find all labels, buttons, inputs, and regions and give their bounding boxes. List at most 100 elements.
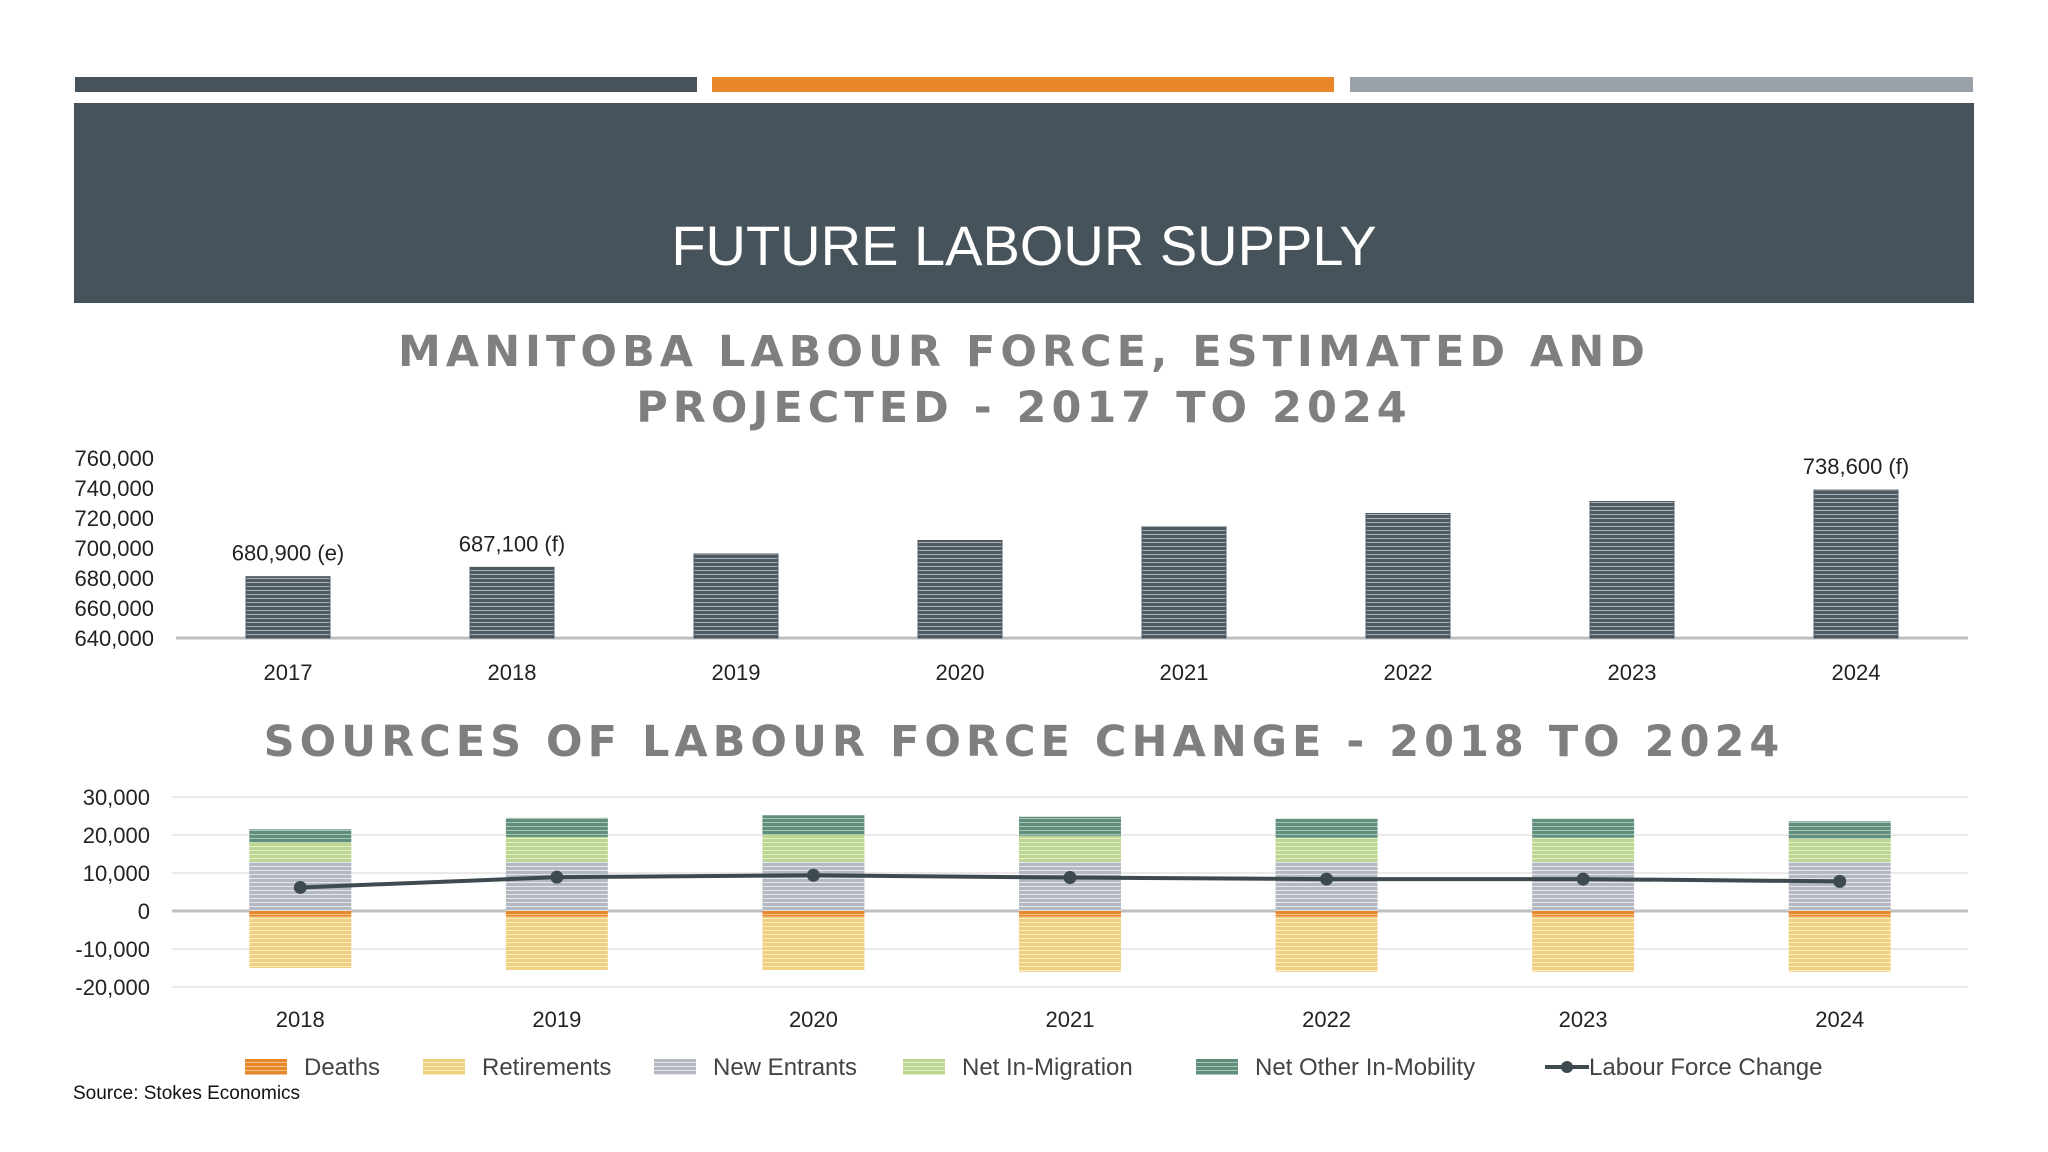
y-tick-label: 660,000: [74, 596, 154, 621]
stack-segment: [249, 829, 352, 843]
stack-segment: [249, 842, 352, 862]
x-tick-label: 2019: [712, 660, 761, 685]
stack-segment: [762, 916, 865, 970]
stack-segment: [505, 916, 608, 970]
x-tick-label: 2019: [532, 1007, 581, 1032]
legend-label: Net Other In-Mobility: [1255, 1054, 1475, 1081]
legend-swatch: [423, 1059, 465, 1075]
legend-swatch: [245, 1059, 287, 1075]
data-label: 687,100 (f): [459, 531, 565, 556]
bar: [469, 566, 555, 639]
x-tick-label: 2023: [1559, 1007, 1608, 1032]
x-tick-label: 2018: [488, 660, 537, 685]
legend-swatch: [1196, 1059, 1238, 1075]
line-point: [1576, 872, 1590, 886]
x-tick-label: 2020: [936, 660, 985, 685]
stack-segment: [1788, 916, 1891, 972]
x-tick-label: 2021: [1160, 660, 1209, 685]
line-point: [1833, 874, 1847, 888]
x-tick-label: 2022: [1302, 1007, 1351, 1032]
stack-segment: [762, 835, 865, 862]
stack-segment: [249, 916, 352, 968]
stack-segment: [1275, 837, 1378, 862]
stack-segment: [1019, 911, 1121, 917]
stack-segment: [1532, 837, 1635, 862]
stack-segment: [1788, 821, 1891, 839]
stack-segment: [1275, 911, 1378, 917]
x-tick-label: 2024: [1815, 1007, 1864, 1032]
line-point: [806, 868, 820, 882]
y-tick-label: 760,000: [74, 446, 154, 471]
line-point: [1063, 871, 1077, 885]
y-tick-label: 700,000: [74, 536, 154, 561]
y-tick-label: 740,000: [74, 476, 154, 501]
line-point: [1320, 872, 1334, 886]
stack-segment: [1532, 916, 1635, 972]
x-tick-label: 2020: [789, 1007, 838, 1032]
x-tick-label: 2018: [276, 1007, 325, 1032]
stack-segment: [1532, 818, 1635, 838]
legend-label: Net In-Migration: [962, 1054, 1133, 1081]
legend-label: Deaths: [304, 1054, 380, 1081]
legend-swatch: [903, 1059, 945, 1075]
y-tick-label: -10,000: [75, 937, 150, 962]
bar: [693, 553, 779, 639]
slide-title: FUTURE LABOUR SUPPLY: [671, 214, 1377, 277]
stack-segment: [505, 861, 608, 911]
bar: [1141, 526, 1227, 639]
bar: [1813, 489, 1899, 639]
stack-segment: [1275, 861, 1378, 911]
stack-segment: [1788, 911, 1891, 917]
stack-segment: [1275, 818, 1378, 838]
stack-segment: [249, 911, 352, 917]
title-banner: FUTURE LABOUR SUPPLY: [74, 103, 1974, 303]
y-tick-label: 720,000: [74, 506, 154, 531]
y-tick-label: 0: [138, 899, 150, 924]
line-point: [293, 880, 307, 894]
bar: [245, 576, 331, 639]
source-note: Source: Stokes Economics: [73, 1083, 301, 1104]
x-tick-label: 2021: [1046, 1007, 1095, 1032]
data-label: 738,600 (f): [1803, 454, 1909, 479]
x-tick-label: 2024: [1832, 660, 1881, 685]
stack-segment: [1019, 835, 1121, 862]
y-tick-label: 640,000: [74, 626, 154, 651]
chart1-title-line2: PROJECTED - 2017 TO 2024: [636, 383, 1412, 433]
stack-segment: [1788, 838, 1891, 862]
legend-label: Retirements: [482, 1054, 611, 1081]
chart1-title-line1: MANITOBA LABOUR FORCE, ESTIMATED AND: [398, 327, 1650, 377]
y-tick-label: 20,000: [83, 823, 150, 848]
stack-segment: [1019, 816, 1121, 836]
legend-label: New Entrants: [713, 1054, 857, 1081]
stack-segment: [762, 911, 865, 917]
bar: [917, 540, 1003, 639]
stack-segment: [505, 836, 608, 862]
stack-segment: [1275, 916, 1378, 972]
stack-segment: [1019, 916, 1121, 972]
data-label: 680,900 (e): [232, 541, 345, 566]
stack-segment: [1532, 861, 1635, 911]
stack-segment: [1532, 911, 1635, 917]
legend-swatch: [654, 1059, 696, 1075]
stack-segment: [1019, 861, 1121, 911]
accent-bar-grey: [1350, 77, 1973, 92]
accent-bar-dark: [75, 77, 697, 92]
y-tick-label: 10,000: [83, 861, 150, 886]
y-tick-label: 30,000: [83, 785, 150, 810]
stack-segment: [505, 911, 608, 917]
legend-marker: [1561, 1061, 1573, 1073]
y-tick-label: -20,000: [75, 975, 150, 1000]
chart1-title: MANITOBA LABOUR FORCE, ESTIMATED AND PRO…: [0, 324, 2048, 436]
legend-label: Labour Force Change: [1589, 1054, 1822, 1081]
chart2-title: SOURCES OF LABOUR FORCE CHANGE - 2018 TO…: [263, 717, 1785, 767]
x-tick-label: 2017: [264, 660, 313, 685]
stack-segment: [505, 817, 608, 837]
y-tick-label: 680,000: [74, 566, 154, 591]
x-tick-label: 2022: [1384, 660, 1433, 685]
bar: [1365, 513, 1451, 639]
line-point: [550, 870, 564, 884]
x-tick-label: 2023: [1608, 660, 1657, 685]
accent-bar-orange: [712, 77, 1334, 92]
